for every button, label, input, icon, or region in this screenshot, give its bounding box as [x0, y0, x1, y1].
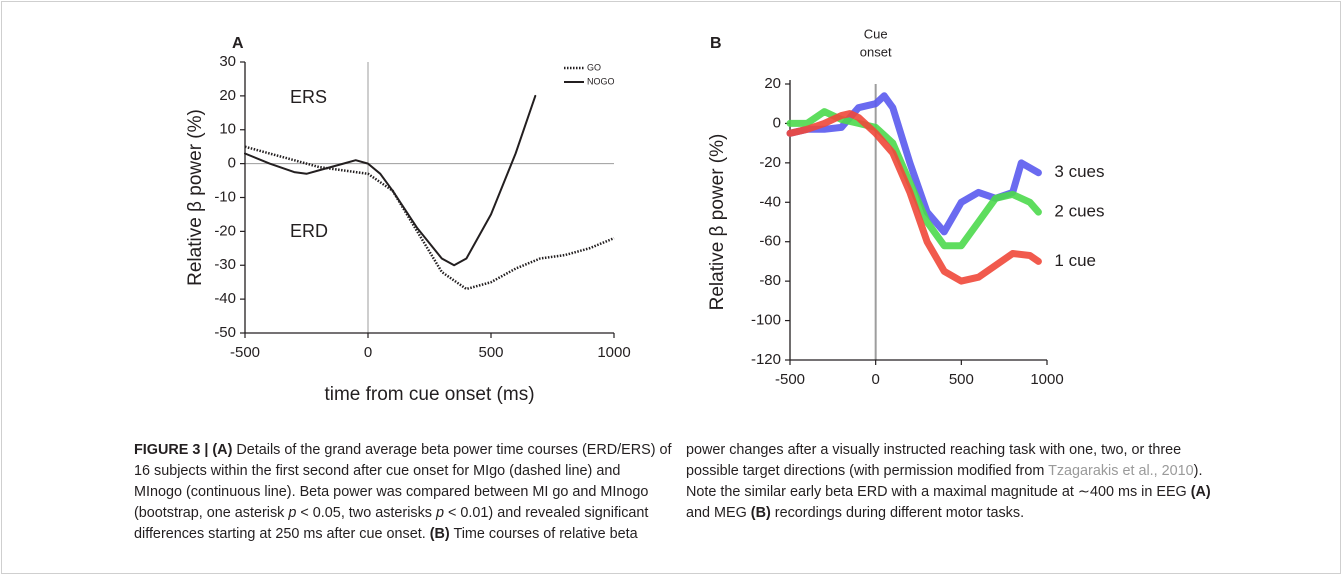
caption-part: FIGURE 3 | (A) — [134, 442, 233, 458]
y-tick-label: -120 — [751, 351, 781, 368]
panel-label: A — [232, 35, 244, 52]
x-tick-label: 0 — [871, 371, 879, 388]
caption-part: p — [435, 505, 444, 521]
y-tick-label: -50 — [214, 324, 236, 341]
data-line — [786, 108, 1042, 250]
y-tick-label: 0 — [773, 114, 781, 131]
caption-part: (B) — [750, 505, 771, 521]
caption-part: (B) — [429, 526, 450, 542]
annotation: ERD — [290, 221, 328, 241]
y-tick-label: 10 — [219, 121, 236, 138]
annotation: ERS — [290, 87, 327, 107]
y-tick-label: -60 — [759, 233, 781, 250]
y-tick-label: 30 — [219, 53, 236, 70]
caption-part: < 0.05, two asterisks — [296, 505, 436, 521]
caption-part: Time courses of relative beta power chan… — [449, 442, 1182, 542]
x-axis-label: time from cue onset (ms) — [324, 384, 534, 405]
caption-part: (A) — [1190, 484, 1211, 500]
caption: FIGURE 3 | (A) Details of the grand aver… — [134, 440, 1224, 545]
data-line — [786, 110, 1042, 285]
data-line — [244, 94, 537, 267]
series-label: 2 cues — [1054, 202, 1104, 221]
series-label: 1 cue — [1054, 251, 1096, 270]
panel-label: B — [710, 35, 722, 52]
reference-link[interactable]: Tzagarakis et al., 2010 — [1048, 463, 1194, 479]
caption-part: < 0.01) and revealed significant differe… — [134, 505, 649, 542]
x-tick-label: 1000 — [1030, 371, 1063, 388]
caption-part: Details of the grand average beta power … — [134, 442, 672, 521]
y-axis-label: Relative β power (%) — [185, 109, 206, 286]
caption-part: recordings during different motor tasks. — [770, 505, 1025, 521]
y-axis-label: Relative β power (%) — [707, 134, 728, 311]
y-tick-label: -20 — [214, 222, 236, 239]
legend-label: GO — [587, 62, 601, 72]
x-tick-label: 0 — [364, 344, 372, 361]
data-line — [244, 145, 615, 291]
y-tick-label: -40 — [214, 290, 236, 307]
y-tick-label: -80 — [759, 272, 781, 289]
y-tick-label: -10 — [214, 188, 236, 205]
y-tick-label: -100 — [751, 312, 781, 329]
x-tick-label: -500 — [775, 371, 805, 388]
x-tick-label: 500 — [949, 371, 974, 388]
legend-label: NOGO — [587, 76, 615, 86]
figure-charts: A Relative β power (%) time from cue onset… — [185, 26, 1105, 405]
x-tick-label: 500 — [478, 344, 503, 361]
y-tick-label: 20 — [764, 75, 781, 92]
caption-part: and MEG — [686, 505, 751, 521]
x-tick-label: 1000 — [597, 344, 630, 361]
y-tick-label: 0 — [228, 155, 236, 172]
caption-part: ). Note the similar early beta ERD with … — [686, 463, 1203, 500]
y-tick-label: -40 — [759, 193, 781, 210]
y-tick-label: 20 — [219, 87, 236, 104]
series-label: 3 cues — [1054, 162, 1104, 181]
y-tick-label: -30 — [214, 256, 236, 273]
caption-part: p — [288, 505, 297, 521]
x-tick-label: -500 — [230, 344, 260, 361]
annotation: Cue — [864, 26, 888, 41]
y-tick-label: -20 — [759, 154, 781, 171]
annotation: onset — [860, 44, 892, 59]
